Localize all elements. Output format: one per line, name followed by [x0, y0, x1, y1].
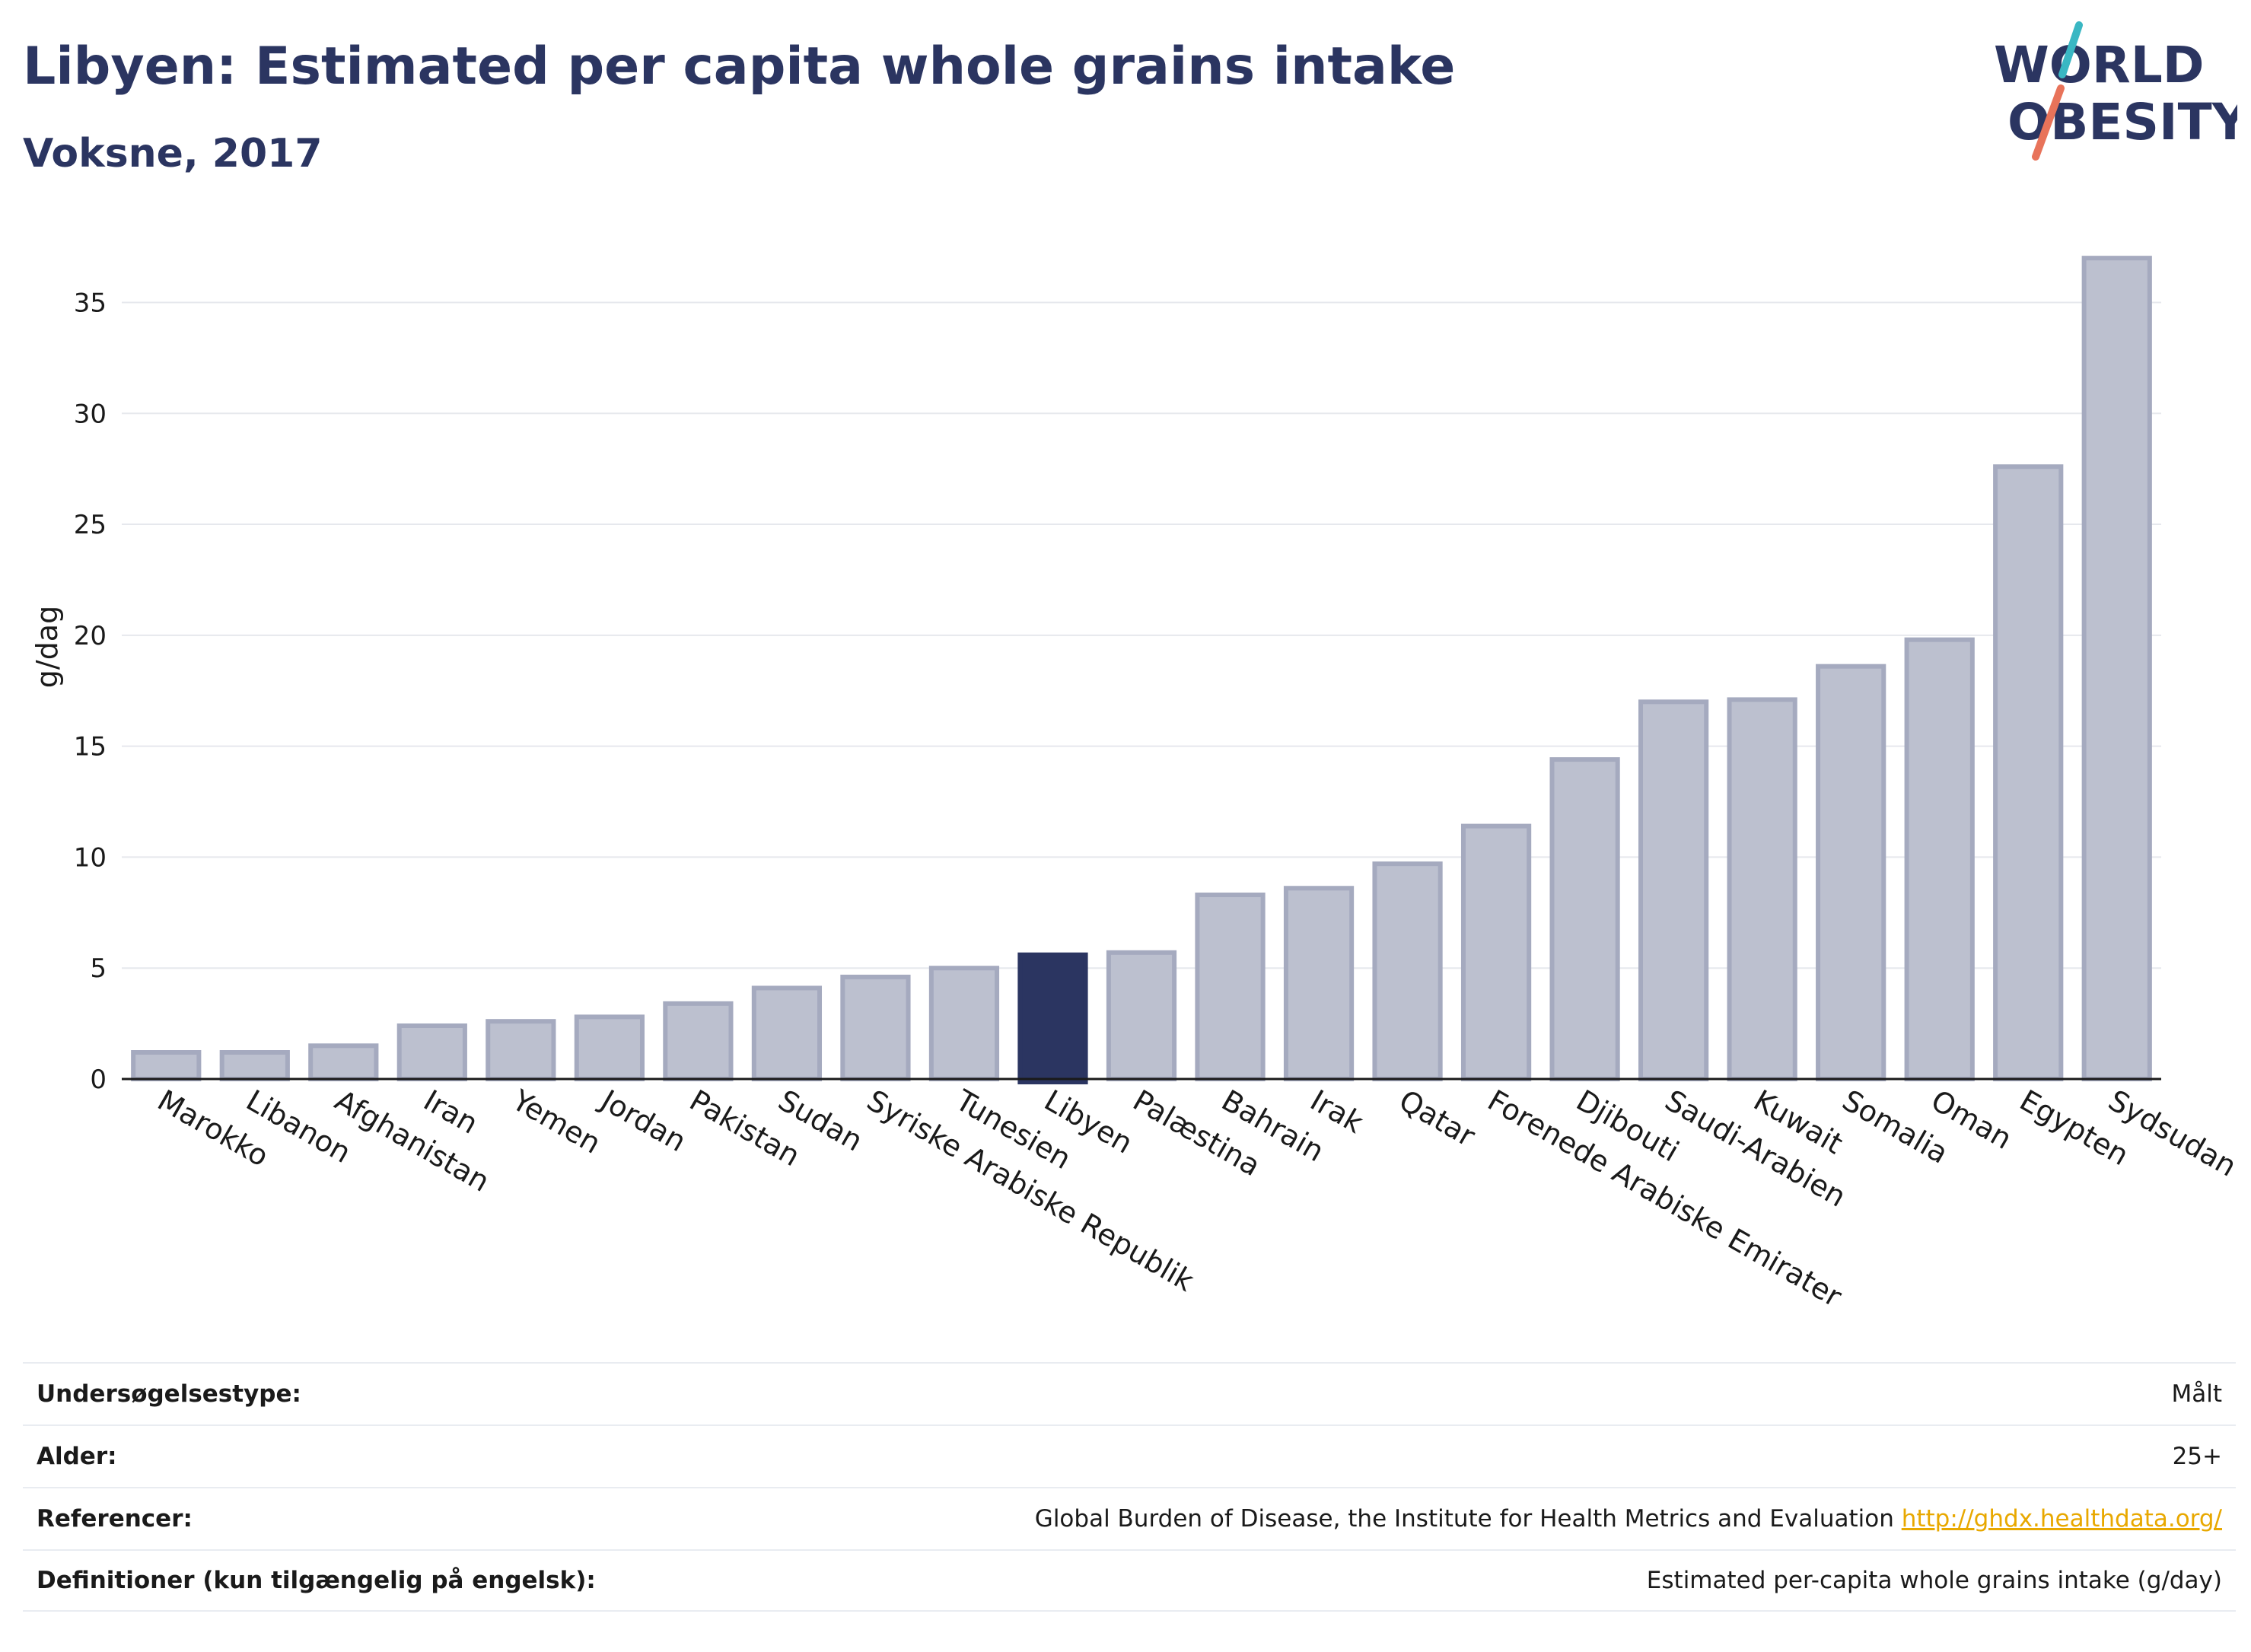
y-tick-label: 25: [74, 510, 107, 540]
bar-tunesien: [928, 966, 1000, 1082]
bar-yemen: [486, 1019, 556, 1081]
info-value-text: Estimated per-capita whole grains intake…: [1646, 1567, 2222, 1594]
info-table: Undersøgelsestype: Målt Alder: 25+ Reference…: [23, 1362, 2236, 1612]
y-tick-label: 20: [74, 621, 107, 651]
info-value-text: 25+: [2172, 1443, 2222, 1470]
info-label: Referencer:: [37, 1505, 193, 1533]
bar-sudan: [751, 985, 823, 1082]
info-label: Alder:: [37, 1443, 117, 1470]
bar-afghanistan: [308, 1043, 379, 1082]
bar-oman: [1904, 637, 1975, 1081]
bar-palæstina: [1106, 950, 1177, 1082]
x-tick-label: Jordan: [594, 1083, 692, 1159]
info-label: Undersøgelsestype:: [37, 1380, 301, 1408]
info-value-text: Global Burden of Disease, the Institute …: [1034, 1505, 1894, 1533]
logo-text-world: WORLD: [1994, 36, 2205, 94]
x-tick-label: Qatar: [1393, 1084, 1481, 1154]
chart-subtitle: Voksne, 2017: [23, 131, 323, 177]
bar-sydsudan: [2081, 256, 2152, 1082]
bars: [131, 256, 2152, 1085]
bar-jordan: [574, 1014, 645, 1082]
info-value: 25+: [2173, 1443, 2222, 1470]
bar-kuwait: [1727, 697, 1797, 1082]
bar-marokko: [131, 1050, 202, 1081]
chart-title: Libyen: Estimated per capita whole grain…: [23, 37, 1456, 97]
y-tick-label: 10: [74, 842, 107, 873]
bar-egypten: [1993, 464, 2064, 1081]
world-obesity-logo: WORLD OBESITY: [1994, 21, 2237, 161]
y-tick-label: 0: [90, 1065, 107, 1095]
bar-bahrain: [1195, 892, 1266, 1082]
info-row: Alder: 25+: [23, 1424, 2236, 1487]
info-row: Undersøgelsestype: Målt: [23, 1362, 2236, 1424]
bar-somalia: [1816, 664, 1886, 1081]
y-tick-label: 30: [74, 399, 107, 429]
bar-syriske-arabiske-republik: [840, 974, 911, 1081]
bar-irak: [1283, 886, 1355, 1081]
info-row: Referencer: Global Burden of Disease, the…: [23, 1487, 2236, 1549]
bar-saudi-arabien: [1638, 699, 1709, 1081]
logo-slash-top: [2058, 21, 2083, 78]
bar-qatar: [1372, 861, 1443, 1082]
info-value-text: Målt: [2171, 1380, 2222, 1408]
y-tick-label: 5: [90, 953, 107, 984]
logo-slash-bottom: [2032, 84, 2065, 161]
x-tick-label: Yemen: [506, 1083, 607, 1160]
info-label: Definitioner (kun tilgængelig på engelsk…: [37, 1567, 596, 1594]
bar-iran: [396, 1023, 467, 1081]
x-tick-label: Sydsudan: [2103, 1084, 2242, 1183]
bar-forenede-arabiske-emirater: [1460, 823, 1532, 1081]
info-row: Definitioner (kun tilgængelig på engelsk…: [23, 1549, 2236, 1612]
bar-libyen: [1017, 952, 1088, 1085]
info-value: Global Burden of Disease, the Institute …: [1035, 1505, 2222, 1533]
reference-link[interactable]: http://ghdx.healthdata.org/: [1901, 1505, 2222, 1533]
info-value: Estimated per-capita whole grains intake…: [1647, 1567, 2222, 1594]
bar-pakistan: [663, 1001, 734, 1081]
y-axis-title: g/dag: [30, 606, 64, 688]
y-tick-label: 15: [74, 732, 107, 762]
bar-djibouti: [1549, 757, 1620, 1082]
info-value: Målt: [2171, 1380, 2222, 1408]
y-axis-ticks: 0 5 10 15 20 25 30 35: [74, 288, 107, 1095]
bar-chart: 0 5 10 15 20 25 30 35 MarokkoLibanonAfghanistan…: [30, 256, 2243, 1314]
bar-libanon: [219, 1050, 290, 1081]
y-tick-label: 35: [74, 288, 107, 318]
